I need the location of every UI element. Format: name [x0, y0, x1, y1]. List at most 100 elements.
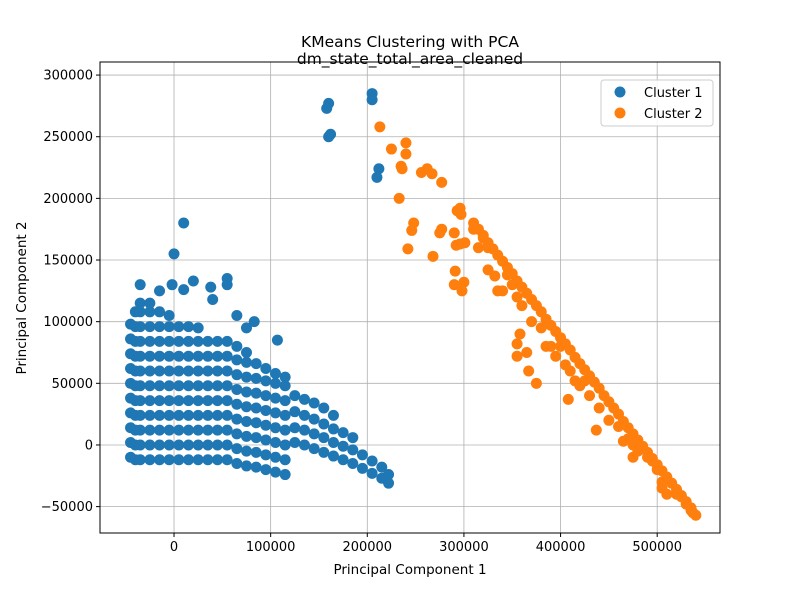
cluster-1-point	[366, 94, 378, 106]
y-tick-label: 0	[85, 438, 93, 453]
cluster-1-point	[231, 443, 243, 455]
ticks: 0 100000 200000 300000 400000 500000 −50000 0 50…	[41, 69, 682, 555]
cluster-1-point	[134, 380, 146, 392]
cluster-1-point	[144, 365, 156, 377]
cluster-1-point	[269, 367, 281, 379]
cluster-1-point	[279, 454, 291, 466]
cluster-1-point	[202, 424, 214, 436]
cluster-1-point	[163, 350, 175, 362]
cluster-2-point	[458, 276, 470, 288]
cluster-1-point	[134, 306, 146, 318]
cluster-1-point	[202, 439, 214, 451]
cluster-1-point	[163, 310, 175, 322]
cluster-1-point	[144, 297, 156, 309]
cluster-1-point	[269, 377, 281, 389]
cluster-1-point	[134, 395, 146, 407]
cluster-1-point	[271, 334, 283, 346]
cluster-1-point	[154, 306, 166, 318]
cluster-1-point	[383, 477, 395, 489]
cluster-1-point	[154, 409, 166, 421]
cluster-1-point	[279, 371, 291, 383]
cluster-1-point	[221, 409, 233, 421]
cluster-2-point	[456, 285, 468, 297]
cluster-1-point	[279, 469, 291, 481]
cluster-1-point	[231, 413, 243, 425]
cluster-1-point	[187, 275, 199, 287]
cluster-1-point	[134, 424, 146, 436]
cluster-1-point	[231, 398, 243, 410]
cluster-1-point	[212, 395, 224, 407]
cluster-1-point	[250, 387, 262, 399]
cluster-1-point	[221, 439, 233, 451]
y-tick-label: 200000	[43, 192, 93, 207]
cluster-1-point	[183, 409, 195, 421]
cluster-1-point	[221, 424, 233, 436]
cluster-1-point	[240, 386, 252, 398]
cluster-1-point	[183, 365, 195, 377]
cluster-1-point	[298, 439, 310, 451]
cluster-1-point	[250, 432, 262, 444]
cluster-1-point	[308, 428, 320, 440]
cluster-1-point	[231, 354, 243, 366]
cluster-1-point	[134, 439, 146, 451]
x-tick-label: 400000	[536, 540, 586, 555]
legend: Cluster 1 Cluster 2	[600, 79, 714, 127]
cluster-1-point	[250, 417, 262, 429]
cluster-1-point	[183, 321, 195, 333]
cluster-1-point	[154, 321, 166, 333]
x-tick-label: 200000	[342, 540, 392, 555]
cluster-1-point	[183, 335, 195, 347]
cluster-1-point	[240, 371, 252, 383]
cluster-1-point	[173, 350, 185, 362]
cluster-1-point	[327, 436, 339, 448]
cluster-1-point	[323, 131, 335, 143]
cluster-1-point	[260, 449, 272, 461]
grid	[100, 62, 720, 533]
cluster-1-point	[192, 365, 204, 377]
cluster-1-point	[240, 322, 252, 334]
cluster-1-point	[260, 404, 272, 416]
cluster-1-point	[248, 316, 260, 328]
cluster-2-point	[448, 227, 460, 239]
cluster-1-point	[212, 409, 224, 421]
cluster-2-point	[511, 350, 523, 362]
y-tick-label: 100000	[43, 315, 93, 330]
cluster-1-point	[240, 430, 252, 442]
cluster-1-point	[240, 356, 252, 368]
cluster-1-point	[202, 380, 214, 392]
cluster-1-point	[163, 454, 175, 466]
cluster-1-point	[192, 322, 204, 334]
legend-box	[600, 79, 714, 127]
cluster-1-point	[134, 297, 146, 309]
cluster-1-point	[356, 462, 368, 474]
cluster-2-point	[590, 424, 602, 436]
cluster-2-point	[436, 176, 448, 188]
cluster-1-point	[356, 449, 368, 461]
cluster-2-point	[526, 316, 538, 328]
cluster-1-point	[183, 380, 195, 392]
cluster-1-point	[202, 365, 214, 377]
cluster-1-point	[173, 365, 185, 377]
cluster-1-point	[347, 457, 359, 469]
cluster-1-point	[279, 439, 291, 451]
cluster-1-point	[173, 321, 185, 333]
cluster-1-point	[212, 365, 224, 377]
cluster-2-point	[593, 402, 605, 414]
cluster-1-point	[260, 363, 272, 375]
cluster-2-point	[396, 163, 408, 175]
cluster-1-point	[260, 434, 272, 446]
cluster-1-point	[240, 445, 252, 457]
cluster-2-point	[564, 365, 576, 377]
cluster-1-point	[202, 350, 214, 362]
cluster-1-point	[173, 439, 185, 451]
cluster-1-point	[134, 365, 146, 377]
y-axis-label: Principal Component 2	[14, 221, 30, 374]
cluster-1-point	[163, 365, 175, 377]
cluster-1-point	[347, 432, 359, 444]
cluster-1-point	[269, 422, 281, 434]
cluster-1-point	[134, 409, 146, 421]
cluster-1-point	[192, 335, 204, 347]
cluster-1-point	[202, 409, 214, 421]
chart-subtitle: dm_state_total_area_cleaned	[297, 50, 523, 69]
